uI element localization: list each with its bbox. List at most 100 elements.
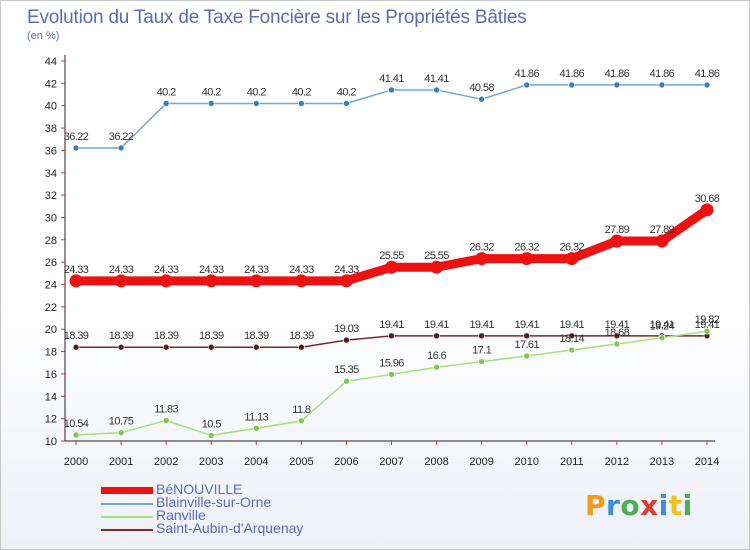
logo-letter: o <box>620 489 641 522</box>
y-tick-label: 34 <box>45 168 57 180</box>
data-point <box>117 343 125 351</box>
x-tick-label: 2004 <box>244 456 268 468</box>
data-point <box>703 327 711 335</box>
data-point <box>252 425 260 432</box>
data-point <box>249 274 263 288</box>
data-label: 11.83 <box>154 404 178 416</box>
data-label: 24.33 <box>154 264 179 276</box>
x-tick-label: 2013 <box>650 456 674 468</box>
data-point <box>430 260 444 274</box>
data-label: 18.39 <box>109 330 134 342</box>
data-point <box>162 343 170 351</box>
data-label: 10.75 <box>109 416 134 428</box>
data-point <box>388 86 395 94</box>
data-point <box>117 144 125 152</box>
legend-swatch <box>101 516 153 518</box>
data-label: 18.68 <box>605 327 630 339</box>
data-point <box>433 86 440 94</box>
data-label: 24.33 <box>64 264 89 276</box>
data-label: 19.82 <box>695 314 720 326</box>
data-label: 40.2 <box>247 86 266 98</box>
data-point <box>478 332 485 340</box>
data-point <box>700 203 714 217</box>
y-tick-label: 36 <box>45 145 57 157</box>
x-tick-label: 2003 <box>199 456 223 468</box>
data-point <box>72 343 80 351</box>
data-label: 24.33 <box>244 264 269 276</box>
data-label: 19.41 <box>379 319 404 331</box>
y-tick-label: 16 <box>45 369 57 381</box>
legend-swatch <box>101 487 153 494</box>
y-tick-label: 40 <box>45 101 57 113</box>
data-point <box>565 252 579 266</box>
data-label: 40.2 <box>202 86 221 98</box>
data-label: 41.86 <box>650 68 675 80</box>
data-label: 41.86 <box>605 68 630 80</box>
data-point <box>162 100 170 107</box>
x-tick-label: 2002 <box>154 456 178 468</box>
logo-letter: i <box>658 489 669 522</box>
legend-label: Blainville-sur-Orne <box>156 494 272 510</box>
data-label: 40.2 <box>337 86 356 98</box>
data-label: 41.86 <box>695 68 720 80</box>
y-tick-label: 14 <box>45 391 57 403</box>
data-point <box>658 334 666 342</box>
data-point <box>613 340 621 348</box>
chart-title: Evolution du Taux de Taxe Foncière sur l… <box>27 7 527 28</box>
data-point <box>294 274 308 288</box>
data-label: 19.41 <box>469 319 494 331</box>
data-point <box>568 346 576 354</box>
y-tick-label: 22 <box>45 302 57 314</box>
y-tick-label: 20 <box>45 324 57 336</box>
data-label: 19.41 <box>514 319 539 331</box>
data-point <box>339 274 353 288</box>
data-label: 17.1 <box>472 345 491 357</box>
data-label: 11.8 <box>292 404 311 416</box>
logo-letter: r <box>606 489 621 522</box>
data-point <box>69 274 83 288</box>
data-label: 18.39 <box>154 330 179 342</box>
data-label: 24.33 <box>334 264 359 276</box>
data-label: 18.14 <box>560 333 585 345</box>
data-point <box>298 100 305 107</box>
data-label: 26.32 <box>469 242 494 254</box>
data-label: 19.41 <box>560 319 585 331</box>
data-label: 19.41 <box>605 319 630 331</box>
data-point <box>72 431 80 439</box>
data-label: 36.22 <box>64 131 89 143</box>
data-point <box>655 234 669 248</box>
data-label: 25.55 <box>379 250 404 262</box>
logo-letter: P <box>585 489 607 522</box>
data-point <box>343 100 350 107</box>
x-tick-label: 2005 <box>289 456 313 468</box>
data-label: 18.39 <box>64 330 89 342</box>
data-point <box>252 343 260 351</box>
y-tick-label: 28 <box>45 235 57 247</box>
data-point <box>475 252 489 266</box>
data-point <box>204 274 218 288</box>
data-point <box>385 260 398 274</box>
data-label: 19.41 <box>695 319 720 331</box>
legend-swatch <box>101 529 153 531</box>
y-tick-label: 30 <box>45 212 57 224</box>
data-label: 26.32 <box>560 242 585 254</box>
data-label: 27.89 <box>650 224 675 236</box>
data-point <box>568 332 576 340</box>
legend-swatch <box>101 503 153 505</box>
data-point <box>478 358 485 365</box>
data-label: 40.2 <box>157 86 176 98</box>
data-point <box>298 343 305 351</box>
data-label: 19.41 <box>650 319 675 331</box>
data-point <box>298 417 305 425</box>
data-point <box>114 274 128 288</box>
data-label: 24.33 <box>199 264 224 276</box>
legend-label: Saint-Aubin-d'Arquenay <box>156 520 304 536</box>
data-point <box>658 81 666 89</box>
data-label: 26.32 <box>514 242 539 254</box>
data-point <box>388 371 395 378</box>
data-label: 16.6 <box>427 350 446 362</box>
data-label: 18.39 <box>289 330 314 342</box>
legend-label: Ranville <box>156 507 206 523</box>
data-point <box>610 234 624 248</box>
